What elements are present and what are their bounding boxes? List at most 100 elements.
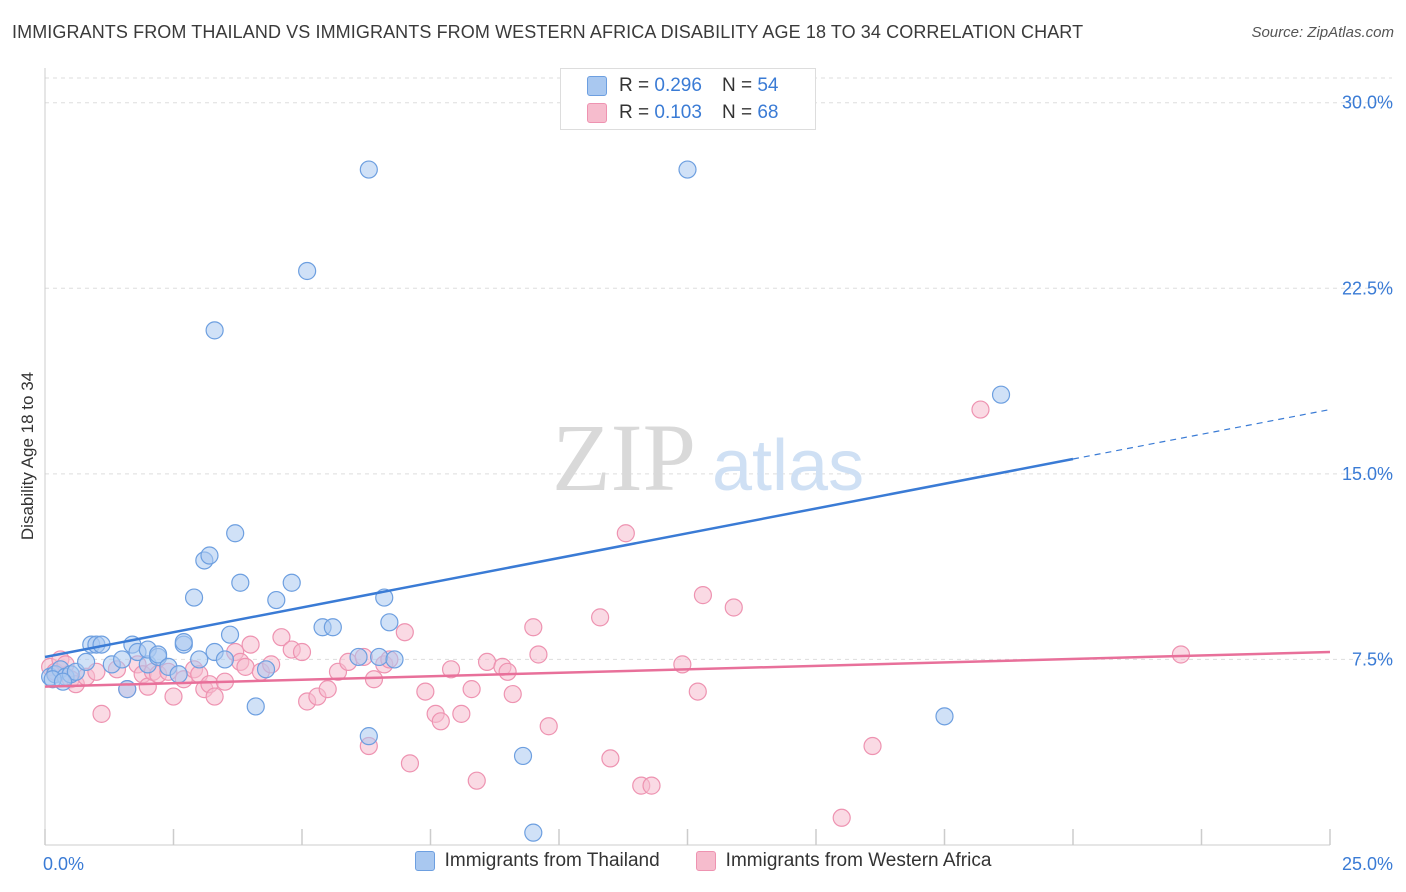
point-western-africa xyxy=(272,628,291,647)
point-western-africa xyxy=(400,754,420,773)
corr-r-label: R = xyxy=(619,75,650,96)
point-western-africa xyxy=(863,736,882,756)
point-western-africa xyxy=(431,712,450,731)
point-thailand xyxy=(524,823,543,842)
point-western-africa xyxy=(477,652,497,672)
x-tick-label: 25.0% xyxy=(1342,854,1393,874)
correlation-legend: R = 0.296 N = 54 R = 0.103 N = 68 xyxy=(560,68,816,130)
corr-n-value: 68 xyxy=(757,102,779,123)
point-western-africa xyxy=(416,682,435,701)
point-western-africa xyxy=(205,687,224,706)
trend-line-thailand xyxy=(44,457,1074,659)
point-western-africa xyxy=(601,749,620,768)
axes xyxy=(44,68,1331,846)
point-thailand xyxy=(935,707,954,726)
point-western-africa xyxy=(642,776,661,795)
point-western-africa xyxy=(688,682,707,701)
point-western-africa xyxy=(292,642,312,662)
point-western-africa xyxy=(529,645,548,664)
point-western-africa xyxy=(832,808,851,827)
point-western-africa xyxy=(524,618,543,637)
corr-r-value: 0.103 xyxy=(654,102,702,123)
legend-swatch-western-africa xyxy=(695,851,716,871)
point-thailand xyxy=(215,650,234,669)
point-western-africa xyxy=(724,598,743,617)
point-western-africa xyxy=(503,684,522,704)
legend-swatch-thailand xyxy=(414,851,435,871)
point-thailand xyxy=(205,321,224,340)
trend-lines xyxy=(44,408,1331,688)
y-tick-label: 15.0% xyxy=(1342,464,1393,484)
point-thailand xyxy=(169,665,188,684)
point-thailand xyxy=(282,573,301,592)
corr-n-label: N = xyxy=(721,102,753,123)
point-western-africa xyxy=(971,400,990,419)
point-thailand xyxy=(267,590,286,610)
point-western-africa xyxy=(616,524,635,543)
point-thailand xyxy=(991,385,1011,404)
trend-line-thailand-extension xyxy=(1072,408,1331,460)
point-western-africa xyxy=(92,704,111,723)
series-legend: Immigrants from Thailand Immigrants from… xyxy=(0,850,1406,872)
point-western-africa xyxy=(467,771,486,790)
point-thailand xyxy=(112,650,132,669)
legend-label-western-africa: Immigrants from Western Africa xyxy=(725,850,992,871)
series-thailand xyxy=(41,160,1011,842)
point-thailand xyxy=(359,727,378,746)
point-thailand xyxy=(256,660,276,679)
point-thailand xyxy=(53,672,73,691)
point-thailand xyxy=(246,697,265,716)
y-tick-label: 30.0% xyxy=(1342,93,1393,113)
point-thailand xyxy=(184,588,204,607)
point-western-africa xyxy=(318,680,337,699)
point-western-africa xyxy=(441,660,461,679)
point-western-africa xyxy=(498,662,517,681)
point-western-africa xyxy=(236,657,255,676)
source-label: Source: ZipAtlas.com xyxy=(1251,24,1394,41)
corr-swatch-thailand xyxy=(587,76,607,96)
point-western-africa xyxy=(395,623,414,642)
point-thailand xyxy=(77,652,96,672)
point-thailand xyxy=(323,618,342,637)
watermark: ZIP atlas xyxy=(552,404,864,511)
legend-label-thailand: Immigrants from Thailand xyxy=(444,850,660,871)
x-tick-label: 0.0% xyxy=(43,854,84,874)
trend-line-western-africa xyxy=(44,650,1331,688)
point-western-africa xyxy=(462,680,481,699)
point-thailand xyxy=(349,647,368,667)
point-western-africa xyxy=(539,717,558,736)
point-thailand xyxy=(385,650,404,669)
corr-swatch-western-africa xyxy=(587,103,607,123)
y-tick-label: 7.5% xyxy=(1352,649,1393,669)
point-thailand xyxy=(298,261,317,281)
point-thailand xyxy=(513,746,533,766)
point-western-africa xyxy=(1171,645,1191,664)
legend-item-western-africa[interactable]: Immigrants from Western Africa xyxy=(695,850,992,872)
y-tick-label: 22.5% xyxy=(1342,278,1393,298)
legend-item-thailand[interactable]: Immigrants from Thailand xyxy=(414,850,660,872)
point-western-africa xyxy=(693,586,713,605)
point-thailand xyxy=(148,645,168,664)
corr-row-thailand: R = 0.296 N = 54 xyxy=(587,73,778,99)
chart-title: IMMIGRANTS FROM THAILAND VS IMMIGRANTS F… xyxy=(12,22,1084,42)
corr-r-label: R = xyxy=(619,102,650,123)
point-western-africa xyxy=(241,635,260,654)
point-thailand xyxy=(200,546,219,565)
corr-n-label: N = xyxy=(721,75,753,96)
point-thailand xyxy=(220,625,240,644)
point-thailand xyxy=(226,524,245,543)
watermark-zip: ZIP xyxy=(552,404,696,511)
watermark-atlas: atlas xyxy=(712,426,864,506)
point-thailand xyxy=(231,573,250,592)
point-western-africa xyxy=(364,670,384,689)
corr-row-western-africa: R = 0.103 N = 68 xyxy=(587,100,778,126)
y-axis-label: Disability Age 18 to 34 xyxy=(18,372,37,540)
gridlines xyxy=(45,77,1392,660)
corr-n-value: 54 xyxy=(757,75,779,96)
point-western-africa xyxy=(164,687,183,706)
corr-r-value: 0.296 xyxy=(654,75,702,96)
point-thailand xyxy=(359,160,378,179)
point-thailand xyxy=(380,613,399,632)
point-thailand xyxy=(678,160,697,179)
